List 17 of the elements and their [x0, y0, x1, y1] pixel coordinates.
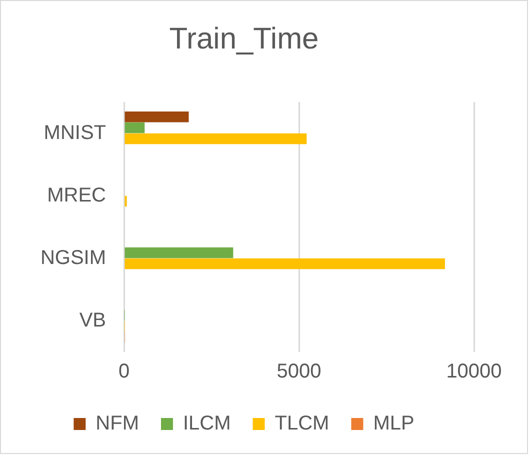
bar — [124, 258, 445, 270]
y-tick-label: VB — [79, 309, 106, 332]
bar — [124, 133, 307, 144]
legend-label: TLCM — [274, 412, 330, 435]
legend-label: NFM — [96, 412, 139, 435]
chart-title: Train_Time — [169, 22, 319, 56]
x-tick-label: 10000 — [446, 360, 502, 383]
legend-label: ILCM — [182, 412, 231, 435]
y-tick-label: MREC — [47, 184, 106, 206]
y-tick-label: NGSIM — [40, 246, 106, 269]
x-tick-label: 5000 — [276, 360, 322, 383]
x-tick-label: 0 — [118, 360, 130, 383]
legend-label: MLP — [373, 412, 414, 435]
bar — [124, 247, 234, 258]
bar — [124, 111, 189, 122]
y-tick-label: MNIST — [44, 122, 106, 144]
bar — [124, 122, 145, 134]
